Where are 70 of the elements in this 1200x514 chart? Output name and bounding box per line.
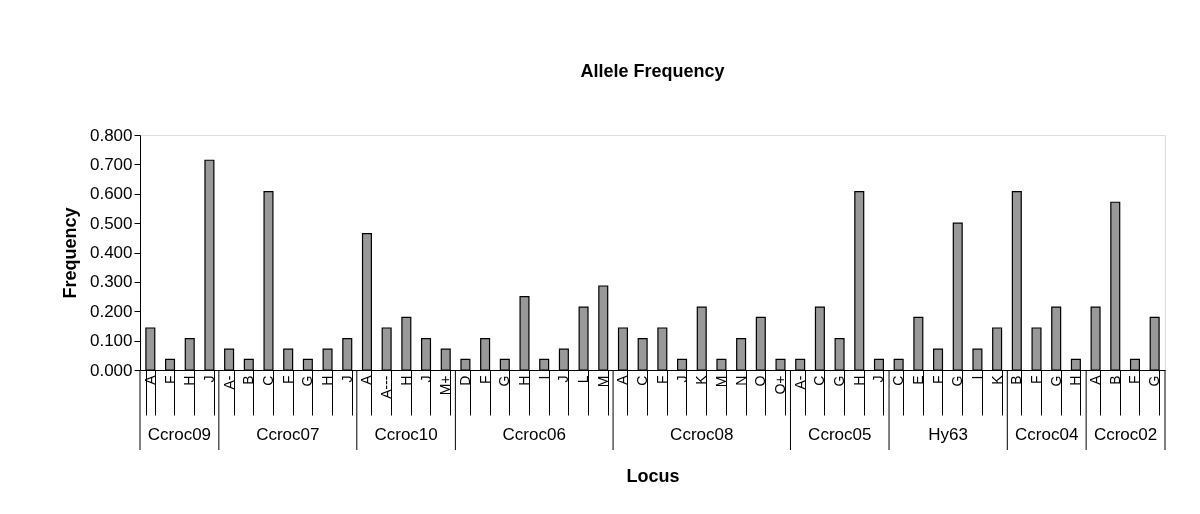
x-tick-label: O+ bbox=[772, 375, 788, 395]
y-tick-label: 0.600 bbox=[89, 184, 133, 204]
x-tick-label: A--- bbox=[378, 375, 395, 399]
y-tick-label: 0.500 bbox=[89, 213, 133, 233]
x-tick-label: O bbox=[752, 375, 769, 387]
x-tick-label: B bbox=[1106, 375, 1123, 385]
x-tick-label: A bbox=[358, 374, 375, 385]
x-tick-label: J bbox=[555, 375, 572, 383]
x-tick-label: F bbox=[476, 375, 493, 385]
x-tick-label: L bbox=[575, 375, 592, 384]
x-tick-label: H bbox=[1067, 375, 1084, 386]
x-tick-label: C bbox=[634, 375, 651, 386]
text: Ccroc09 bbox=[147, 425, 212, 444]
x-tick-label: H bbox=[397, 375, 414, 386]
x-tick-label: H bbox=[319, 375, 336, 386]
y-tick-label: 0.300 bbox=[89, 272, 133, 292]
y-tick-label: 0.200 bbox=[89, 301, 133, 321]
x-tick-label: M bbox=[594, 375, 611, 388]
x-tick-label: G bbox=[496, 375, 513, 387]
x-tick-label: N bbox=[732, 375, 749, 386]
x-tick-label: H bbox=[850, 375, 867, 386]
y-tick-label: 0.000 bbox=[89, 360, 133, 380]
x-tick-label: A- bbox=[791, 375, 808, 390]
x-tick-label: G bbox=[1146, 375, 1163, 387]
x-tick-label: M bbox=[712, 375, 729, 388]
x-tick-label: A- bbox=[220, 375, 237, 390]
x-tick-label: C bbox=[811, 375, 828, 386]
x-tick-label: C bbox=[259, 375, 276, 386]
text: Ccroc10 bbox=[374, 425, 438, 444]
x-tick-label: F bbox=[1028, 375, 1045, 385]
x-tick-label: J bbox=[870, 375, 887, 383]
x-tick-label: G bbox=[1047, 375, 1064, 387]
x-tick-label: F bbox=[1126, 375, 1143, 385]
text: Ccroc05 bbox=[808, 425, 872, 444]
x-tick-label: F bbox=[929, 375, 946, 385]
text: Ccroc04 bbox=[1015, 425, 1079, 444]
y-tick-label: 0.700 bbox=[89, 154, 133, 174]
x-tick-label: M+ bbox=[437, 375, 454, 396]
x-tick-label: I bbox=[535, 375, 552, 380]
x-tick-label: F bbox=[653, 375, 670, 385]
text: Ccroc07 bbox=[256, 425, 320, 444]
x-tick-label: K bbox=[693, 374, 710, 385]
x-tick-label: E bbox=[909, 375, 926, 385]
x-tick-label: F bbox=[279, 375, 296, 385]
y-tick-label: 0.800 bbox=[89, 125, 133, 145]
x-tick-label: I bbox=[968, 375, 985, 380]
y-tick-label: 0.100 bbox=[89, 331, 133, 351]
x-tick-label: H bbox=[181, 375, 198, 386]
y-tick-label: 0.400 bbox=[89, 243, 133, 262]
x-tick-label: J bbox=[200, 375, 217, 383]
x-tick-label: C bbox=[890, 375, 907, 386]
x-tick-label: F bbox=[161, 375, 178, 385]
x-tick-label: G bbox=[299, 375, 316, 387]
x-tick-label: A bbox=[614, 374, 631, 385]
text: Ccroc06 bbox=[502, 425, 566, 444]
x-tick-label: A bbox=[1087, 374, 1104, 385]
text: Hy63 bbox=[928, 425, 969, 444]
x-tick-label: J bbox=[338, 375, 355, 383]
x-axis-title: Locus bbox=[626, 466, 680, 486]
chart-title: Allele Frequency bbox=[580, 61, 725, 81]
y-axis-title: Frequency bbox=[59, 207, 80, 299]
text: Ccroc02 bbox=[1093, 425, 1158, 444]
x-tick-label: G bbox=[949, 375, 966, 387]
x-tick-label: K bbox=[988, 374, 1005, 385]
text: Ccroc08 bbox=[670, 425, 734, 444]
x-tick-label: G bbox=[831, 375, 848, 387]
x-tick-label: B bbox=[1008, 375, 1025, 385]
x-tick-label: H bbox=[516, 375, 532, 386]
x-tick-label: B bbox=[240, 375, 257, 385]
x-tick-label: D bbox=[456, 375, 473, 386]
